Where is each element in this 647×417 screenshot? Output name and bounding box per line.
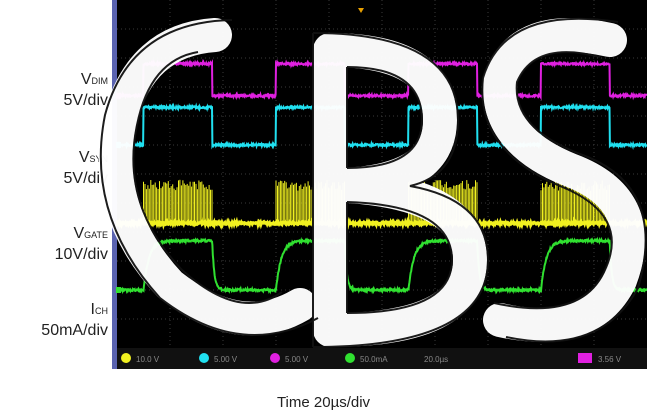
- ch3-scale-readout: 5.00 V: [285, 355, 309, 364]
- ch2-badge: [199, 353, 209, 363]
- trigger-position-marker: [358, 8, 364, 13]
- trigger-readout: 3.56 V: [598, 355, 622, 364]
- channel-ground-marker: [116, 142, 121, 148]
- timebase-readout: 20.0µs: [424, 355, 448, 364]
- ch4-scale-readout: 50.0mA: [360, 355, 388, 364]
- trigger-badge: [578, 353, 592, 363]
- status-bar-bg: [117, 348, 647, 369]
- channel-ground-marker: [116, 287, 121, 293]
- ch2-scale-readout: 5.00 V: [214, 355, 238, 364]
- channel-ground-marker: [116, 220, 121, 227]
- x-axis-caption: Time 20µs/div: [276, 394, 371, 411]
- ch4-badge: [345, 353, 355, 363]
- ch1-badge: [121, 353, 131, 363]
- ch1-scale-readout: 10.0 V: [136, 355, 160, 364]
- label-vsyn: VSYN 5V/div: [63, 149, 108, 187]
- ch3-badge: [270, 353, 280, 363]
- label-vdim: VDIM 5V/div: [63, 71, 108, 109]
- channel-ground-marker: [116, 92, 121, 99]
- label-vgate: VGATE 10V/div: [54, 225, 108, 263]
- oscilloscope-display: 10.0 V 5.00 V 5.00 V 50.0mA 20.0µs 3.56 …: [112, 0, 647, 369]
- scope-status-bar: 10.0 V 5.00 V 5.00 V 50.0mA 20.0µs 3.56 …: [117, 348, 647, 369]
- label-ich: ICH 50mA/div: [41, 301, 108, 339]
